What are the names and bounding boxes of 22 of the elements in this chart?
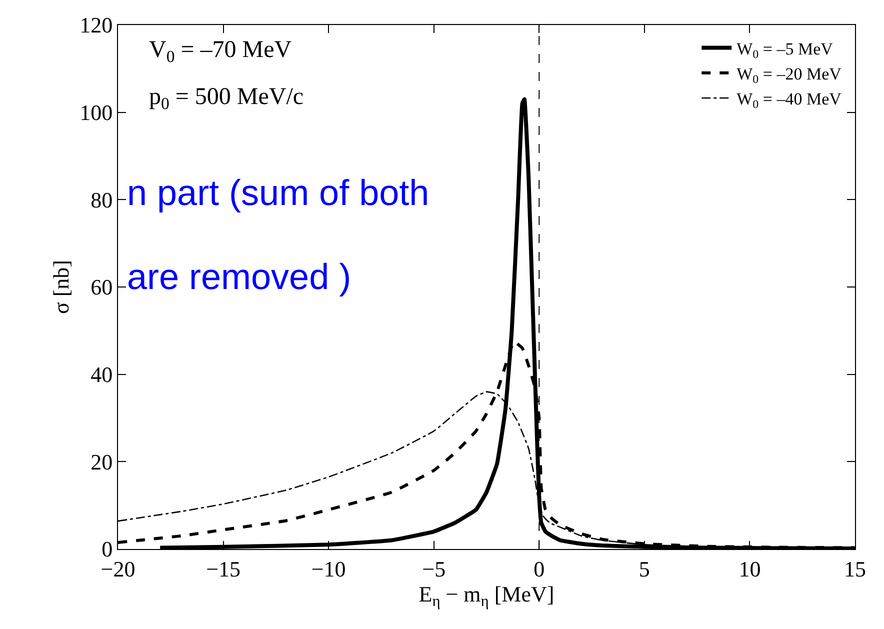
annotation: are removed ) <box>127 256 352 297</box>
y-axis-title: σ [nb] <box>48 260 74 314</box>
y-tick-label: 80 <box>90 187 113 212</box>
x-tick-label: 0 <box>534 556 545 582</box>
legend-label: W$_{0}$ = –20 MeV <box>736 64 842 86</box>
x-tick-label: −15 <box>206 556 240 582</box>
y-tick-label: 120 <box>80 12 113 38</box>
legend-label: W$_{0}$ = –5 MeV <box>736 39 834 61</box>
y-tick-label: 100 <box>80 100 113 126</box>
annotation: n part (sum of both <box>127 172 430 213</box>
y-tick-label: 40 <box>90 362 113 388</box>
y-tick-label: 60 <box>90 274 113 300</box>
annotation: V$_{0}$ = –70 MeV <box>149 37 292 66</box>
y-tick-label: 20 <box>90 449 113 474</box>
x-tick-label: 10 <box>738 556 761 582</box>
x-axis-title: E$_{η}$ − m$_{η}$ [MeV] <box>418 581 554 610</box>
annotation: p$_{0}$ = 500 MeV/c <box>149 84 304 114</box>
legend-label: W$_{0}$ = –40 MeV <box>736 90 842 112</box>
x-tick-label: 15 <box>844 556 866 582</box>
x-tick-label: 5 <box>638 556 650 582</box>
x-tick-label: −10 <box>311 556 346 582</box>
x-tick-label: −5 <box>422 556 446 582</box>
